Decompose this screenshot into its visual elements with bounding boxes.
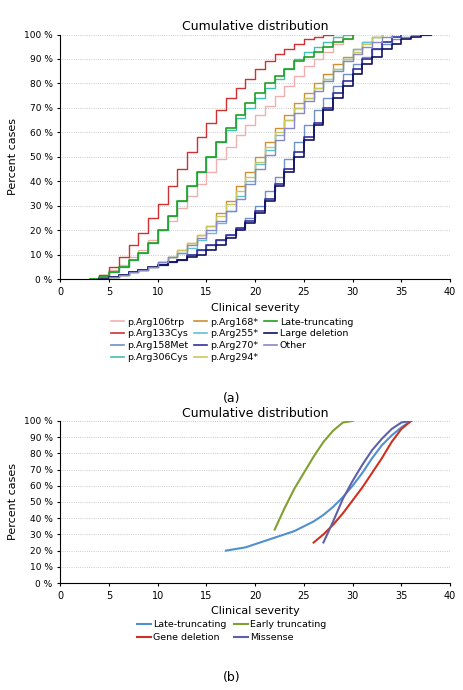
Text: (a): (a) [223,392,240,405]
Legend: Late-truncating, Gene deletion, Early truncating, Missense: Late-truncating, Gene deletion, Early tr… [137,620,326,642]
X-axis label: Clinical severity: Clinical severity [210,303,299,313]
Legend: p.Arg106trp, p.Arg133Cys, p.Arg158Met, p.Arg306Cys, p.Arg168*, p.Arg255*, p.Arg2: p.Arg106trp, p.Arg133Cys, p.Arg158Met, p… [111,317,352,362]
Title: Cumulative distribution: Cumulative distribution [181,20,328,33]
Y-axis label: Percent cases: Percent cases [8,464,19,540]
X-axis label: Clinical severity: Clinical severity [210,607,299,616]
Title: Cumulative distribution: Cumulative distribution [181,406,328,420]
Y-axis label: Percent cases: Percent cases [8,119,19,195]
Text: (b): (b) [223,671,240,684]
